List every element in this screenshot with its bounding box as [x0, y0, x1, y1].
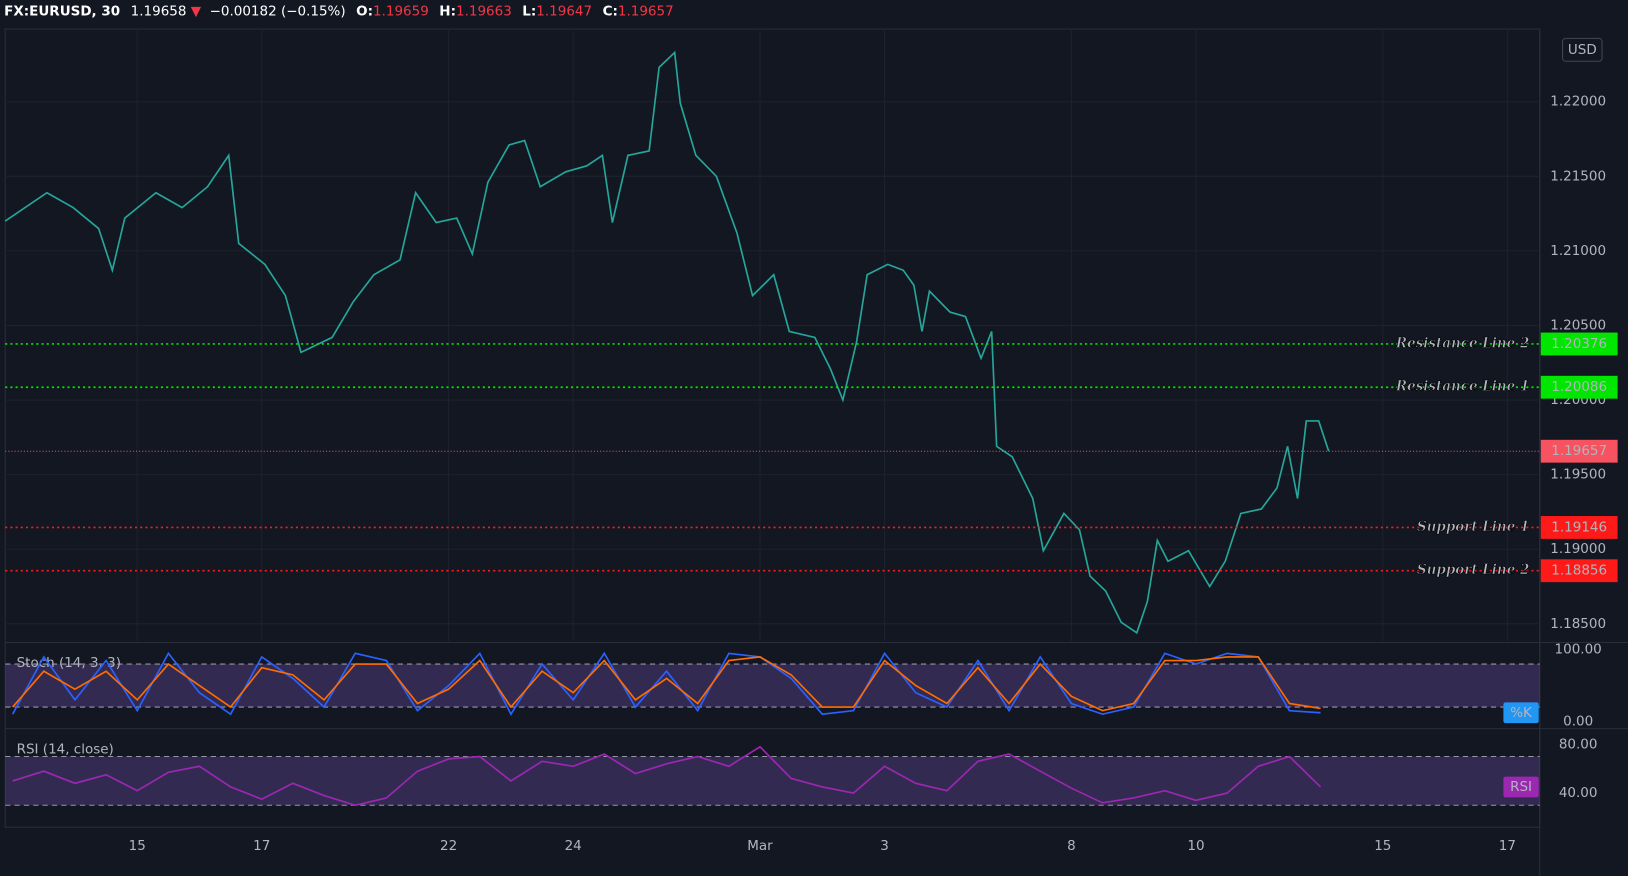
indicator-tag [1503, 702, 1539, 724]
level-label: Support Line 2 [1417, 562, 1530, 578]
pane-title: RSI (14, close) [17, 741, 114, 757]
symbol: FX:EURUSD, 30 [4, 3, 120, 19]
price-tag [1540, 332, 1618, 356]
x-tick-label: Mar [747, 838, 773, 854]
c-label: C: [603, 3, 618, 19]
y-tick-label: 80.00 [1559, 736, 1598, 752]
x-tick-label: 8 [1067, 838, 1076, 854]
y-tick-label: 40.00 [1559, 785, 1598, 801]
last: 1.19658 [131, 3, 187, 19]
y-tick-label: 1.19500 [1550, 467, 1606, 483]
price-tag [1540, 516, 1618, 539]
l-label: L: [522, 3, 536, 19]
y-tick-label: 1.21500 [1550, 168, 1606, 184]
price-tag [1540, 559, 1618, 583]
price-tag-label: 1.19657 [1551, 443, 1607, 459]
currency-box[interactable] [1562, 37, 1603, 62]
header: FX:EURUSD, 30 1.19658 ▼ −0.00182 (−0.15%… [4, 3, 674, 19]
price-tag-label: 1.18856 [1551, 563, 1607, 579]
y-tick-label: 1.20500 [1550, 317, 1606, 333]
o: 1.19659 [373, 3, 429, 19]
price-tag-label: 1.20086 [1551, 379, 1607, 395]
h: 1.19663 [456, 3, 512, 19]
series-line [12, 745, 1322, 807]
band-fill [5, 756, 1540, 806]
indicator-tag [1503, 776, 1539, 798]
y-tick-label: 1.19000 [1550, 541, 1606, 557]
y-tick-label: 1.18500 [1550, 616, 1606, 632]
change: −0.00182 (−0.15%) [210, 3, 346, 19]
indicator-tag-label: RSI [1510, 779, 1532, 795]
y-tick-label: 1.22000 [1550, 94, 1606, 110]
series-line [12, 656, 1321, 712]
y-tick-label: 100.00 [1555, 642, 1602, 658]
price-tag-label: 1.19146 [1551, 519, 1607, 535]
x-tick-label: 22 [440, 838, 457, 854]
l: 1.19647 [536, 3, 592, 19]
x-tick-label: 10 [1187, 838, 1204, 854]
price-tag [1540, 375, 1618, 399]
price-tag [1540, 439, 1618, 463]
o-label: O: [356, 3, 373, 19]
level-label: Resistance Line 2 [1395, 335, 1529, 351]
indicator-tag-label: %K [1510, 705, 1533, 721]
x-tick-label: 17 [1499, 838, 1516, 854]
x-tick-label: 3 [880, 838, 889, 854]
currency[interactable]: USD [1568, 42, 1597, 58]
series-line [4, 50, 1330, 635]
c: 1.19657 [618, 3, 674, 19]
arrow: ▼ [191, 3, 202, 19]
y-tick-label: 0.00 [1563, 713, 1593, 729]
series-line [11, 651, 1321, 716]
level-label: Support Line 1 [1417, 519, 1530, 535]
x-tick-label: 17 [253, 838, 270, 854]
h-label: H: [439, 3, 456, 19]
y-tick-label: 1.21000 [1550, 243, 1606, 259]
x-tick-label: 15 [1374, 838, 1391, 854]
price-tag-label: 1.20376 [1551, 336, 1607, 352]
x-tick-label: 24 [565, 838, 582, 854]
level-label: Resistance Line 1 [1395, 379, 1529, 395]
x-tick-label: 15 [129, 838, 146, 854]
pane-title: Stoch (14, 3, 3) [17, 655, 121, 671]
